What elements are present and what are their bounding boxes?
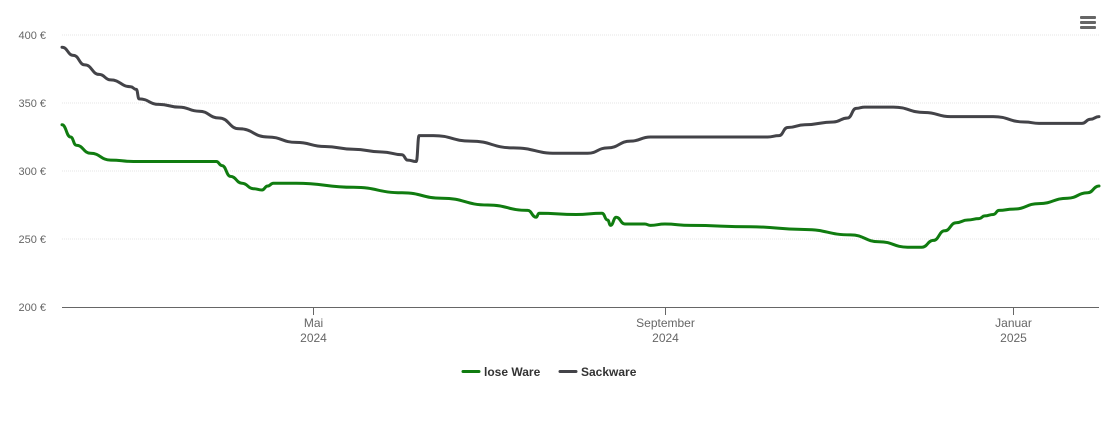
hamburger-menu-icon (1080, 16, 1096, 19)
x-tick-year: 2024 (652, 331, 679, 345)
y-tick-label: 400 € (18, 30, 46, 42)
hamburger-menu-icon-bar (1080, 26, 1096, 29)
series-lines (60, 45, 1101, 249)
x-tick-month: Mai (304, 316, 323, 330)
x-tick-month: Januar (995, 316, 1032, 330)
legend-label: lose Ware (484, 365, 541, 379)
legend-item-sackware[interactable]: Sackware (558, 365, 637, 379)
legend-item-lose-ware[interactable]: lose Ware (461, 365, 541, 379)
hamburger-menu-icon-bar (1080, 21, 1096, 24)
y-axis: 200 € 250 € 300 € 350 € 400 € (18, 30, 46, 314)
series-line-lose-ware (60, 123, 1101, 249)
y-tick-label: 250 € (18, 234, 46, 246)
y-tick-label: 350 € (18, 98, 46, 110)
series-line-sackware (60, 45, 1101, 163)
x-tick-year: 2024 (300, 331, 327, 345)
chart-menu-button[interactable] (1074, 10, 1102, 34)
legend[interactable]: lose Ware Sackware (461, 365, 637, 379)
x-tick-year: 2025 (1000, 331, 1027, 345)
y-tick-label: 300 € (18, 166, 46, 178)
y-tick-label: 200 € (18, 302, 46, 314)
grid-lines (62, 34, 1099, 240)
legend-label: Sackware (581, 365, 637, 379)
x-tick-month: September (636, 316, 695, 330)
